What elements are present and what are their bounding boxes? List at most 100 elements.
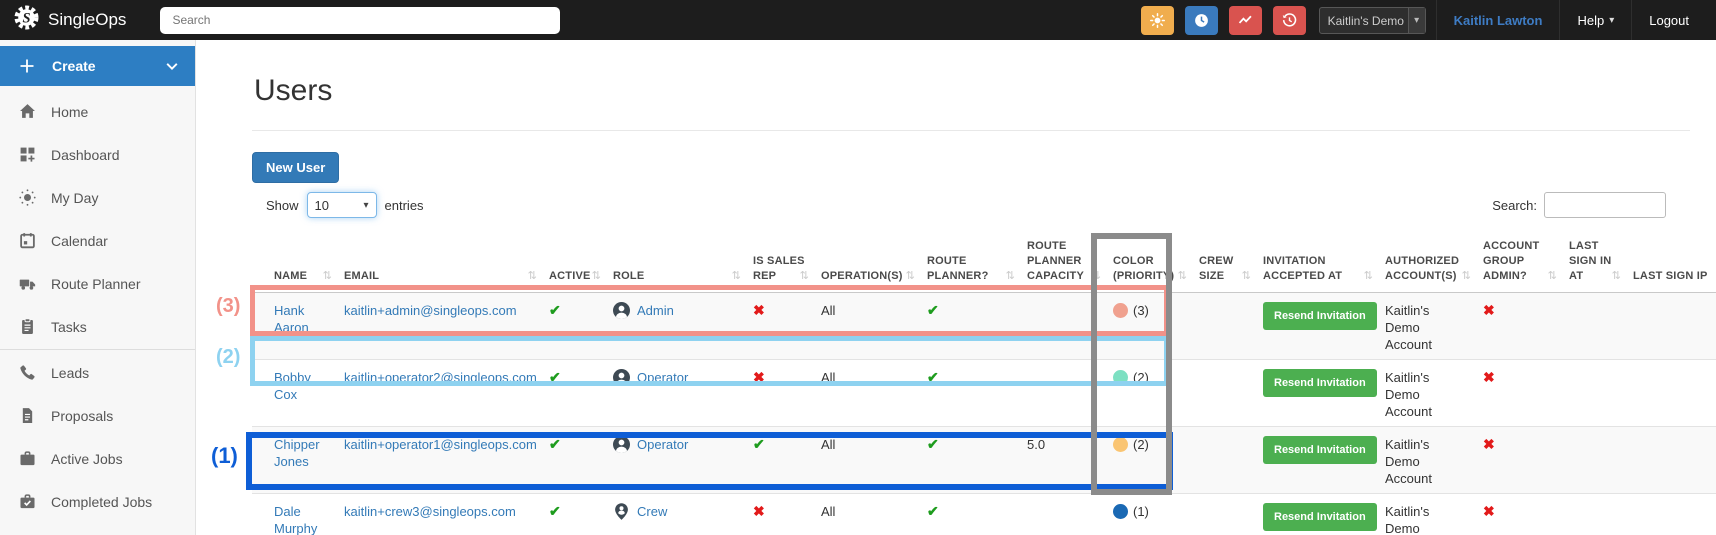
role-cell: Operator	[605, 359, 745, 427]
user-name-link[interactable]: Chipper Jones	[274, 437, 320, 469]
title-divider	[252, 130, 1690, 131]
column-header-route-planner-capacity[interactable]: ROUTE PLANNER CAPACITY ⇅	[1019, 236, 1105, 293]
column-header-label: INVITATION ACCEPTED AT	[1263, 255, 1343, 282]
authorized-accounts-cell: Kaitlin's Demo Account	[1377, 493, 1475, 535]
day-toggle-button[interactable]	[1140, 5, 1174, 35]
role-link[interactable]: Admin	[637, 303, 674, 318]
sidebar-item-proposals[interactable]: Proposals	[0, 394, 195, 437]
sort-icon[interactable]: ⇅	[731, 270, 741, 282]
sidebar-divider	[0, 349, 195, 350]
sidebar-item-leads[interactable]: Leads	[0, 351, 195, 394]
user-email-link[interactable]: kaitlin+admin@singleops.com	[344, 303, 517, 318]
help-menu[interactable]: Help ▾	[1559, 0, 1631, 40]
sidebar-item-route-planner[interactable]: Route Planner	[0, 262, 195, 305]
user-email-link[interactable]: kaitlin+operator1@singleops.com	[344, 437, 537, 452]
column-header-label: OPERATION(S)	[821, 270, 903, 282]
column-header-crew-size[interactable]: CREW SIZE ⇅	[1191, 236, 1255, 293]
sort-icon[interactable]: ⇅	[1547, 270, 1557, 282]
account-select-caret-icon[interactable]: ▾	[1407, 7, 1425, 33]
priority-color-dot	[1113, 437, 1128, 452]
sidebar-item-completed-jobs[interactable]: Completed Jobs	[0, 480, 195, 523]
global-search-input[interactable]	[160, 6, 561, 34]
resend-invitation-button[interactable]: Resend Invitation	[1263, 503, 1377, 531]
time-clock-button[interactable]	[1184, 5, 1218, 35]
sort-icon[interactable]: ⇅	[799, 270, 809, 282]
user-profile-link[interactable]: Kaitlin Lawton	[1435, 0, 1560, 40]
user-name-link[interactable]: Hank Aaron	[274, 303, 309, 335]
name-cell: Hank Aaron	[252, 292, 336, 360]
user-email-link[interactable]: kaitlin+crew3@singleops.com	[344, 504, 516, 519]
route-planner-cell: ✔	[919, 493, 1019, 535]
column-header-label: ROLE	[613, 270, 645, 282]
invitation-cell: Resend Invitation	[1255, 359, 1377, 427]
role-link[interactable]: Operator	[637, 437, 689, 452]
history-button[interactable]	[1272, 5, 1306, 35]
color-priority-cell: (2)	[1105, 359, 1191, 427]
name-cell: Bobby Cox	[252, 359, 336, 427]
column-header-label: ROUTE PLANNER?	[927, 255, 989, 282]
table-row-hank-aaron: Hank Aaron kaitlin+admin@singleops.com ✔ Ad…	[252, 292, 1716, 360]
column-header-email[interactable]: EMAIL ⇅	[336, 236, 541, 293]
sort-icon[interactable]: ⇅	[1363, 270, 1373, 282]
column-header-active[interactable]: ACTIVE ⇅	[541, 236, 605, 293]
sidebar-item-dashboard[interactable]: Dashboard	[0, 133, 195, 176]
sidebar-item-active-jobs[interactable]: Active Jobs	[0, 437, 195, 480]
new-user-button[interactable]: New User	[252, 152, 340, 183]
sidebar-item-label: Home	[51, 103, 89, 120]
crew-size-cell	[1191, 493, 1255, 535]
clipboard-icon	[19, 318, 36, 335]
sort-icon[interactable]: ⇅	[1241, 270, 1251, 282]
table-search-input[interactable]	[1544, 192, 1666, 218]
column-header-invitation-accepted-at[interactable]: INVITATION ACCEPTED AT ⇅	[1255, 236, 1377, 293]
logout-link[interactable]: Logout	[1631, 0, 1706, 40]
sidebar-item-home[interactable]: Home	[0, 90, 195, 133]
sidebar-item-label: Dashboard	[51, 146, 120, 163]
email-cell: kaitlin+crew3@singleops.com	[336, 493, 541, 535]
sort-icon[interactable]: ⇅	[1091, 270, 1101, 282]
column-header-authorized-account-s[interactable]: AUTHORIZED ACCOUNT(S) ⇅	[1377, 236, 1475, 293]
sort-icon[interactable]: ⇅	[1461, 270, 1471, 282]
role-value: Admin	[613, 302, 674, 319]
invitation-cell: Resend Invitation	[1255, 426, 1377, 494]
column-header-is-sales-rep[interactable]: IS SALES REP ⇅	[745, 236, 813, 293]
sidebar-item-calendar[interactable]: Calendar	[0, 219, 195, 262]
role-link[interactable]: Operator	[637, 370, 689, 385]
role-link[interactable]: Crew	[637, 504, 668, 519]
metrics-button[interactable]	[1228, 5, 1262, 35]
sort-icon[interactable]: ⇅	[591, 270, 601, 282]
active-cell: ✔	[541, 292, 605, 360]
resend-invitation-button[interactable]: Resend Invitation	[1263, 369, 1377, 397]
resend-invitation-button[interactable]: Resend Invitation	[1263, 436, 1377, 464]
page-length-select[interactable]: 10 ▾	[306, 192, 377, 218]
user-name-link[interactable]: Dale Murphy	[274, 504, 318, 535]
singleops-logo[interactable]: S SingleOps	[0, 5, 138, 35]
email-cell: kaitlin+operator2@singleops.com	[336, 359, 541, 427]
column-header-route-planner[interactable]: ROUTE PLANNER? ⇅	[919, 236, 1019, 293]
check-icon: ✔	[927, 436, 939, 452]
column-header-operation-s[interactable]: OPERATION(S) ⇅	[813, 236, 919, 293]
name-cell: Chipper Jones	[252, 426, 336, 494]
email-cell: kaitlin+operator1@singleops.com	[336, 426, 541, 494]
sort-icon[interactable]: ⇅	[1005, 270, 1015, 282]
sidebar-item-tasks[interactable]: Tasks	[0, 305, 195, 348]
account-group-admin-cell: ✖	[1475, 292, 1561, 360]
account-select[interactable]: Kaitlin's Demo ▾	[1318, 6, 1426, 34]
sort-icon[interactable]: ⇅	[1611, 270, 1621, 282]
sidebar-item-my-day[interactable]: My Day	[0, 176, 195, 219]
column-header-color-priority[interactable]: COLOR (PRIORITY) ⇅	[1105, 236, 1191, 293]
column-header-account-group-admin[interactable]: ACCOUNT GROUP ADMIN? ⇅	[1475, 236, 1561, 293]
column-header-last-sign-in-at[interactable]: LAST SIGN IN AT ⇅	[1561, 236, 1625, 293]
sort-icon[interactable]: ⇅	[322, 270, 332, 282]
column-header-last-sign-ip[interactable]: LAST SIGN IP	[1625, 236, 1716, 293]
sort-icon[interactable]: ⇅	[1177, 270, 1187, 282]
last-sign-in-at-cell	[1561, 426, 1625, 494]
create-button[interactable]: Create	[0, 46, 195, 86]
user-name-link[interactable]: Bobby Cox	[274, 370, 311, 402]
resend-invitation-button[interactable]: Resend Invitation	[1263, 302, 1377, 330]
column-header-name[interactable]: NAME ⇅	[252, 236, 336, 293]
sort-icon[interactable]: ⇅	[527, 270, 537, 282]
user-email-link[interactable]: kaitlin+operator2@singleops.com	[344, 370, 537, 385]
sort-icon[interactable]: ⇅	[905, 270, 915, 282]
column-header-role[interactable]: ROLE ⇅	[605, 236, 745, 293]
check-icon: ✔	[549, 302, 561, 318]
